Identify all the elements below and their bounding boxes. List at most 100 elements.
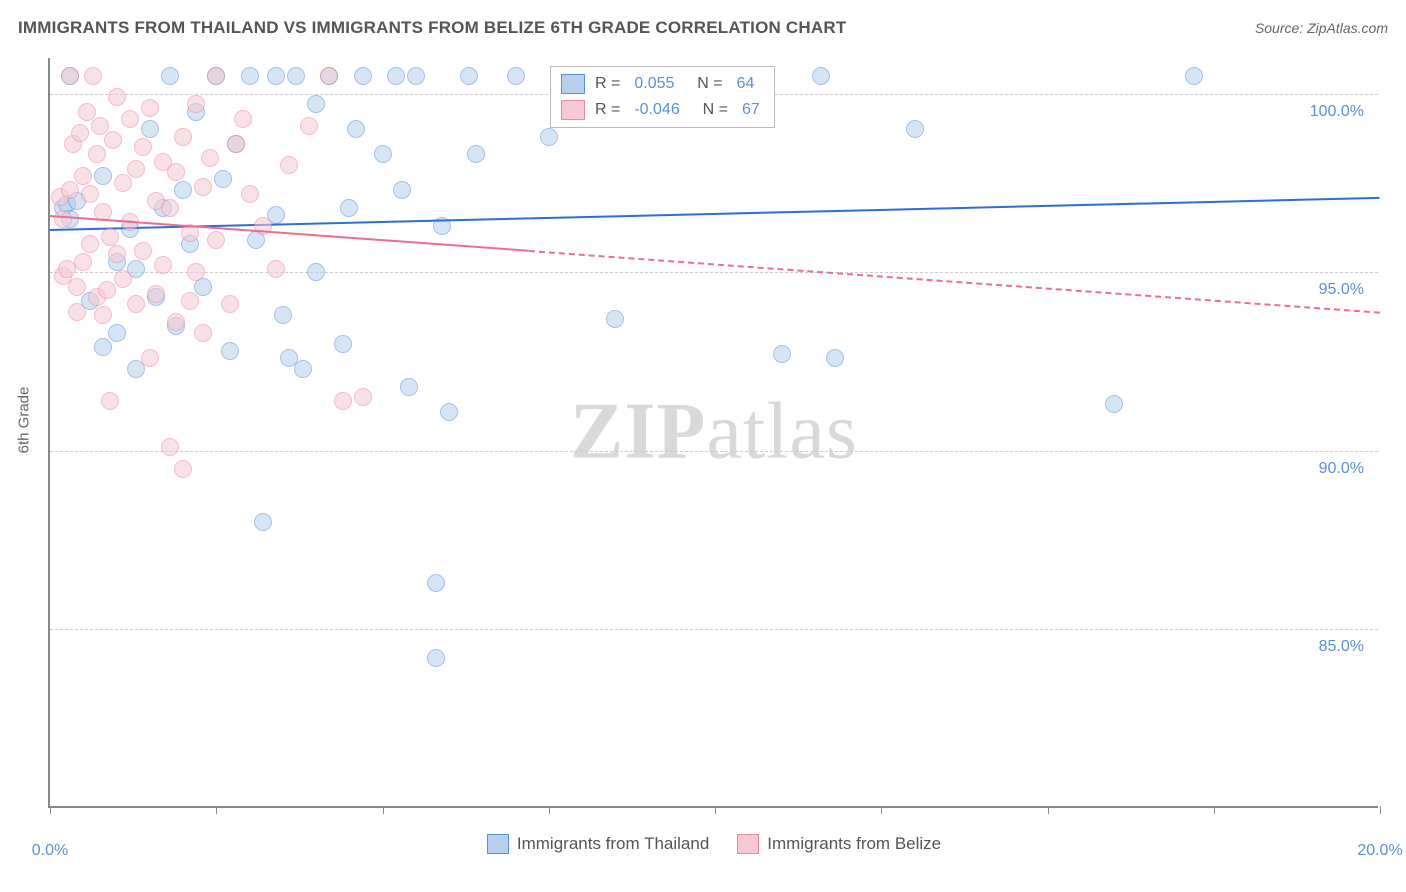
data-point [194,324,212,342]
data-point [340,199,358,217]
x-tick [1214,806,1215,814]
x-tick [216,806,217,814]
data-point [104,131,122,149]
data-point [91,117,109,135]
x-tick [1380,806,1381,814]
data-point [906,120,924,138]
data-point [141,99,159,117]
data-point [181,292,199,310]
y-tick-label: 85.0% [1315,636,1368,658]
series-name: Immigrants from Belize [767,834,941,854]
data-point [221,295,239,313]
data-point [74,167,92,185]
data-point [334,335,352,353]
data-point [354,67,372,85]
data-point [287,67,305,85]
legend-row: R =0.055 N =64 [561,71,764,97]
legend-n-label: N = [688,75,722,93]
x-tick [1048,806,1049,814]
data-point [267,260,285,278]
data-point [1105,395,1123,413]
data-point [387,67,405,85]
trend-line [529,250,1380,314]
data-point [294,360,312,378]
data-point [280,156,298,174]
data-point [347,120,365,138]
legend-swatch [737,834,759,854]
data-point [440,403,458,421]
data-point [114,174,132,192]
data-point [134,242,152,260]
data-point [61,181,79,199]
data-point [154,256,172,274]
data-point [221,342,239,360]
data-point [68,278,86,296]
data-point [114,270,132,288]
data-point [174,460,192,478]
data-point [826,349,844,367]
gridline [50,451,1378,452]
data-point [61,67,79,85]
legend-r-value: 0.055 [634,75,674,93]
legend-n-value: 64 [737,75,755,93]
gridline [50,629,1378,630]
data-point [167,163,185,181]
bottom-legend: Immigrants from Thailand Immigrants from … [50,834,1378,854]
data-point [68,303,86,321]
data-point [354,388,372,406]
data-point [427,574,445,592]
gridline [50,272,1378,273]
data-point [108,88,126,106]
data-point [134,138,152,156]
data-point [334,392,352,410]
data-point [606,310,624,328]
data-point [812,67,830,85]
data-point [127,160,145,178]
source-credit: Source: ZipAtlas.com [1255,20,1388,36]
data-point [161,67,179,85]
data-point [300,117,318,135]
data-point [174,128,192,146]
legend-swatch [561,100,585,120]
data-point [460,67,478,85]
data-point [147,285,165,303]
x-tick [715,806,716,814]
data-point [267,67,285,85]
data-point [307,95,325,113]
data-point [81,235,99,253]
data-point [274,306,292,324]
data-point [141,120,159,138]
legend-swatch [561,74,585,94]
data-point [214,170,232,188]
legend-n-label: N = [694,101,728,119]
x-tick [383,806,384,814]
data-point [307,263,325,281]
legend-r-label: R = [595,101,620,119]
data-point [108,245,126,263]
data-point [393,181,411,199]
legend-n-value: 67 [742,101,760,119]
data-point [94,306,112,324]
data-point [407,67,425,85]
data-point [773,345,791,363]
data-point [507,67,525,85]
data-point [98,281,116,299]
data-point [400,378,418,396]
data-point [201,149,219,167]
data-point [161,438,179,456]
data-point [161,199,179,217]
series-name: Immigrants from Thailand [517,834,709,854]
plot-frame: ZIPatlas 85.0%90.0%95.0%100.0%0.0%20.0% … [48,58,1378,808]
data-point [187,263,205,281]
data-point [121,110,139,128]
x-tick [881,806,882,814]
data-point [88,145,106,163]
data-point [207,231,225,249]
data-point [58,260,76,278]
data-point [207,67,225,85]
data-point [101,392,119,410]
plot-area: 85.0%90.0%95.0%100.0%0.0%20.0% [50,58,1378,806]
data-point [174,181,192,199]
data-point [81,185,99,203]
data-point [108,324,126,342]
